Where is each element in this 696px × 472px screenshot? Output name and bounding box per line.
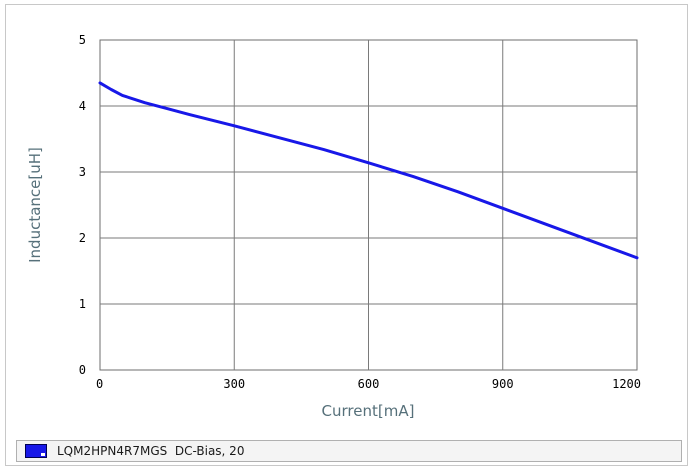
y-axis-title: Inductance[uH] xyxy=(26,147,44,263)
y-tick-label: 5 xyxy=(79,33,86,47)
y-tick-labels: 0 1 2 3 4 5 xyxy=(79,33,86,377)
y-tick-label: 3 xyxy=(79,165,86,179)
x-axis-title: Current[mA] xyxy=(322,402,415,420)
y-tick-label: 1 xyxy=(79,297,86,311)
series-line xyxy=(98,81,639,260)
x-tick-label: 900 xyxy=(492,377,514,391)
legend-swatch-icon xyxy=(25,444,47,458)
x-tick-label: 1200 xyxy=(612,377,641,391)
legend: LQM2HPN4R7MGS DC-Bias, 20 xyxy=(16,440,682,462)
x-tick-label: 0 xyxy=(96,377,103,391)
y-tick-label: 0 xyxy=(79,363,86,377)
x-tick-label: 300 xyxy=(223,377,245,391)
x-tick-label: 600 xyxy=(358,377,380,391)
legend-label: LQM2HPN4R7MGS DC-Bias, 20 xyxy=(57,444,245,458)
y-tick-label: 2 xyxy=(79,231,86,245)
x-tick-labels: 0 300 600 900 1200 xyxy=(96,377,641,391)
y-tick-label: 4 xyxy=(79,99,86,113)
grid-lines xyxy=(100,40,637,370)
